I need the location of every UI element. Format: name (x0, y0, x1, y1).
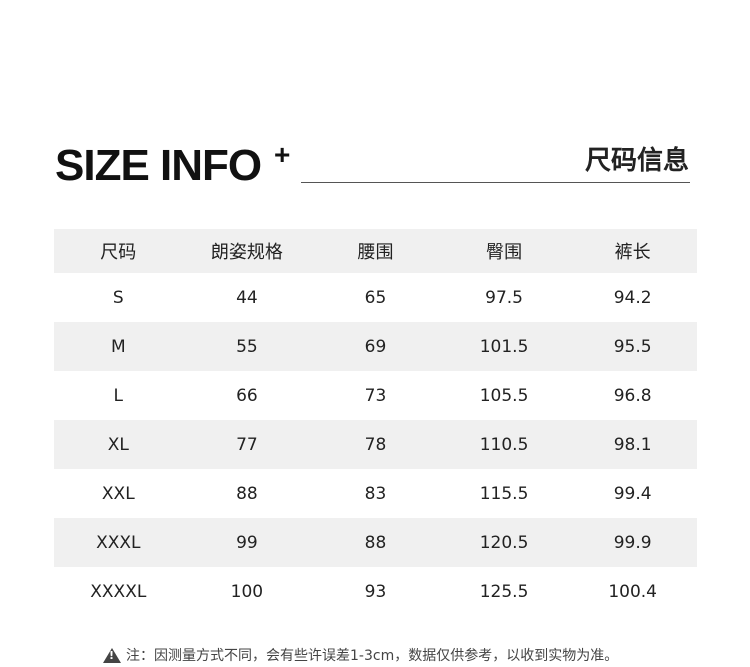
table-cell: 120.5 (479, 532, 529, 553)
table-cell: XL (107, 434, 129, 455)
table-row: S 44 65 97.5 94.2 (54, 273, 697, 322)
size-table: 尺码 朗姿规格 腰围 臀围 裤长 S 44 65 97.5 94.2 M 55 69 101.5… (54, 229, 697, 616)
table-cell: 44 (236, 287, 258, 308)
note-text: 注：因测量方式不同，会有些许误差1-3cm，数据仅供参考，以收到实物为准。 (126, 648, 619, 664)
table-cell: 93 (364, 581, 387, 602)
table-cell: 100 (230, 581, 264, 602)
table-cell: 94.2 (613, 287, 652, 308)
table-cell: 69 (364, 336, 387, 357)
table-cell: 100.4 (608, 581, 657, 602)
warning-icon (103, 647, 121, 663)
table-cell: 125.5 (479, 581, 529, 602)
table-cell: 96.8 (613, 385, 652, 406)
column-header: 裤长 (614, 242, 651, 263)
table-cell: L (113, 385, 124, 406)
table-cell: 105.5 (479, 385, 529, 406)
table-cell: 99.4 (613, 483, 652, 504)
table-cell: 73 (364, 385, 387, 406)
table-cell: 83 (364, 483, 387, 504)
title-divider (301, 182, 690, 183)
title-plus: + (274, 139, 291, 170)
table-cell: XXL (101, 483, 135, 504)
table-cell: S (112, 287, 124, 308)
table-row: XXXL 99 88 120.5 99.9 (54, 518, 697, 567)
table-cell: M (110, 336, 126, 357)
table-header: 尺码 朗姿规格 腰围 臀围 裤长 (54, 229, 697, 273)
table-cell: 99 (236, 532, 258, 553)
page-title: SIZE INFO (55, 141, 262, 190)
table-cell: 110.5 (479, 434, 529, 455)
table-cell: 88 (364, 532, 387, 553)
table-cell: 98.1 (613, 434, 652, 455)
column-header: 尺码 (100, 242, 137, 263)
table-cell: XXXL (96, 532, 141, 553)
table-cell: XXXXL (90, 581, 147, 602)
table-cell: 115.5 (479, 483, 529, 504)
cn-title: 尺码信息 (584, 146, 689, 176)
table-cell: 95.5 (613, 336, 652, 357)
disclaimer-note: 注：因测量方式不同，会有些许误差1-3cm，数据仅供参考，以收到实物为准。 (103, 645, 618, 665)
table-cell: 55 (236, 336, 258, 357)
table-cell: 65 (364, 287, 387, 308)
table-row: M 55 69 101.5 95.5 (54, 322, 697, 371)
table-row: XL 77 78 110.5 98.1 (54, 420, 697, 469)
table-row: XXXXL 100 93 125.5 100.4 (54, 567, 697, 616)
table-cell: 101.5 (479, 336, 529, 357)
table-cell: 97.5 (485, 287, 523, 308)
column-header: 腰围 (357, 242, 394, 263)
column-header: 臀围 (486, 242, 523, 263)
table-cell: 78 (364, 434, 387, 455)
table-row: XXL 88 83 115.5 99.4 (54, 469, 697, 518)
table-cell: 99.9 (613, 532, 652, 553)
table-cell: 88 (236, 483, 258, 504)
table-row: L 66 73 105.5 96.8 (54, 371, 697, 420)
table-cell: 66 (236, 385, 258, 406)
table-cell: 77 (236, 434, 258, 455)
column-header: 朗姿规格 (210, 242, 283, 263)
